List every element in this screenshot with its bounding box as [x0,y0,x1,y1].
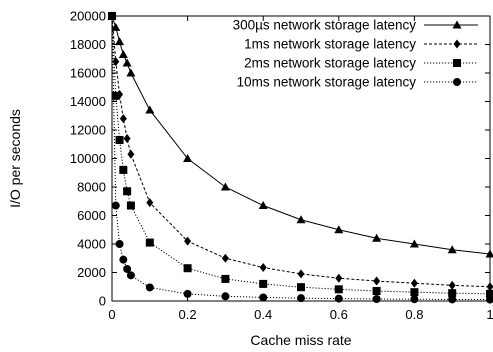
data-point [122,58,132,67]
data-point [115,37,125,46]
data-point [115,240,124,248]
data-point [410,288,419,297]
data-point [145,105,155,114]
legend-item: 300µs network storage latency [233,18,478,33]
data-point [126,271,135,280]
legend-marker [453,39,461,49]
data-point [372,295,381,304]
series-line [111,15,491,288]
legend-marker [453,59,461,67]
data-point [334,285,343,294]
data-point [297,269,305,279]
data-point [123,187,132,196]
data-point [221,274,230,283]
y-tick-label: 6000 [77,208,106,223]
data-point [183,264,192,273]
legend-label: 10ms network storage latency [237,75,417,90]
x-tick-label: 1 [486,307,493,322]
legend-item: 10ms network storage latency [237,75,478,90]
data-point [118,49,128,58]
data-point [111,91,120,100]
data-point [221,253,229,263]
y-tick-label: 12000 [70,123,106,138]
data-point [372,287,381,296]
data-point [123,134,131,144]
series-line [111,15,491,295]
data-point [220,182,230,191]
data-point [127,149,135,159]
legend-item: 1ms network storage latency [244,37,478,52]
data-point [486,289,493,298]
data-point [112,57,120,67]
data-point [258,201,268,210]
data-point [486,282,493,292]
data-point [335,273,343,283]
legend-marker [453,78,461,86]
data-point [448,280,456,290]
y-tick-label: 14000 [70,94,106,109]
data-point [372,233,382,242]
data-point [297,283,305,292]
data-point [334,225,344,234]
series-line [111,15,491,255]
data-point [126,201,135,210]
y-tick-label: 8000 [77,180,106,195]
legend-label: 300µs network storage latency [233,18,417,33]
y-axis-label: I/O per seconds [7,109,23,208]
data-point [119,255,128,264]
legend-label: 1ms network storage latency [244,37,416,52]
series-1 [108,11,493,292]
y-tick-label: 0 [99,294,106,309]
data-point [119,165,128,174]
x-tick-label: 0.4 [254,307,272,322]
series-2 [108,12,493,298]
data-point [448,295,457,304]
y-tick-label: 16000 [70,66,106,81]
legend-marker [452,20,462,29]
data-point [297,294,305,303]
x-tick-label: 0.2 [179,307,197,322]
legend-item: 2ms network storage latency [244,56,478,71]
y-tick-label: 4000 [77,237,106,252]
data-point [447,245,457,254]
data-point [259,263,267,273]
data-point [296,215,306,224]
y-tick-label: 10000 [70,151,106,166]
x-tick-label: 0.6 [330,307,348,322]
data-point [115,135,124,144]
data-point [448,289,457,298]
data-point [410,278,418,288]
data-point [146,198,154,208]
data-point [184,236,192,246]
data-point [126,68,136,77]
data-point [145,283,154,292]
data-point [145,238,154,247]
data-point [111,201,120,210]
x-axis-label: Cache miss rate [250,332,351,348]
data-point [123,264,132,273]
series-0 [107,11,493,258]
data-point [409,239,419,248]
data-point [485,249,493,258]
y-tick-label: 20000 [70,9,106,24]
data-point [119,114,127,124]
y-tick-label: 18000 [70,37,106,52]
data-point [183,289,192,298]
data-point [183,154,193,162]
x-tick-label: 0.8 [405,307,423,322]
legend-label: 2ms network storage latency [244,56,416,71]
x-tick-label: 0 [108,307,115,322]
data-point [373,276,381,286]
data-point [221,292,230,301]
y-tick-label: 2000 [77,265,106,280]
data-point [259,279,268,288]
